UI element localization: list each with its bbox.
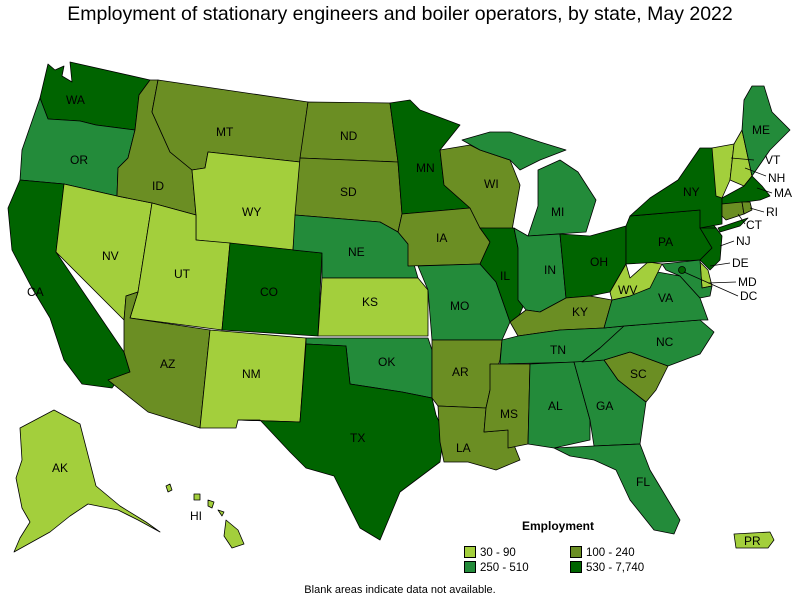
legend-label: 30 - 90 (480, 547, 516, 559)
state-RI (741, 201, 753, 215)
state-label-ME: ME (752, 123, 770, 137)
state-label-LA: LA (456, 441, 471, 455)
state-label-WV: WV (618, 283, 637, 297)
state-label-AZ: AZ (160, 357, 175, 371)
state-label-TX: TX (350, 431, 365, 445)
state-CA (7, 179, 131, 389)
legend-title: Employment (522, 519, 595, 533)
state-label-OH: OH (590, 255, 608, 269)
state-label-TN: TN (550, 343, 566, 357)
state-WY (191, 151, 301, 251)
legend-swatch (570, 561, 582, 573)
state-label-IN: IN (544, 263, 556, 277)
state-label-MA: MA (774, 186, 792, 200)
state-label-CT: CT (746, 218, 763, 232)
state-DC (678, 266, 686, 274)
state-label-GA: GA (596, 399, 613, 413)
state-label-MI: MI (551, 205, 564, 219)
legend-swatch (464, 561, 476, 573)
state-label-DE: DE (732, 256, 749, 270)
legend-item-0: 30 - 90 (464, 546, 516, 560)
state-label-PA: PA (658, 235, 673, 249)
state-label-DC: DC (740, 289, 758, 303)
state-labels: WA OR CA NV ID MT WY UT AZ CO NM ND SD NE KS OK TX MN IA MO… (27, 93, 792, 548)
state-CT (721, 201, 745, 221)
state-label-SC: SC (630, 367, 647, 381)
state-label-IL: IL (500, 269, 510, 283)
state-label-IA: IA (436, 231, 447, 245)
state-label-VT: VT (765, 153, 781, 167)
state-label-MN: MN (416, 161, 435, 175)
state-NC (581, 319, 715, 367)
state-ME (741, 85, 791, 177)
state-label-OR: OR (70, 153, 88, 167)
state-label-NC: NC (656, 335, 674, 349)
state-label-KY: KY (572, 305, 588, 319)
state-label-NV: NV (102, 249, 119, 263)
state-PR (733, 531, 775, 549)
state-label-VA: VA (658, 291, 673, 305)
state-label-WY: WY (242, 205, 261, 219)
legend-label: 250 - 510 (480, 562, 529, 574)
state-AK (13, 409, 161, 553)
leader-lines (683, 157, 773, 297)
legend-label: 530 - 7,740 (586, 562, 645, 574)
state-label-KS: KS (362, 295, 378, 309)
state-label-HI: HI (190, 509, 202, 523)
legend-item-1: 100 - 240 (570, 546, 635, 560)
state-MD (661, 259, 713, 299)
state-label-MO: MO (450, 299, 469, 313)
state-label-SD: SD (340, 185, 357, 199)
state-label-NY: NY (683, 185, 700, 199)
state-label-AR: AR (452, 365, 469, 379)
legend-item-2: 250 - 510 (464, 561, 529, 575)
state-FL (553, 443, 681, 535)
state-label-MS: MS (500, 407, 518, 421)
legend-item-3: 530 - 7,740 (570, 561, 644, 575)
state-label-MT: MT (216, 125, 234, 139)
legend-swatch (464, 546, 476, 558)
state-KS (317, 277, 429, 337)
footnote: Blank areas indicate data not available. (304, 584, 496, 596)
state-label-AK: AK (52, 461, 68, 475)
state-label-WA: WA (66, 93, 85, 107)
state-label-NM: NM (242, 367, 261, 381)
state-MI (461, 131, 597, 237)
legend-swatch (570, 546, 582, 558)
state-label-AL: AL (548, 399, 563, 413)
state-label-NJ: NJ (736, 234, 751, 248)
map-title: Employment of stationary engineers and b… (67, 3, 733, 25)
state-label-CO: CO (260, 285, 278, 299)
state-label-ID: ID (152, 179, 164, 193)
legend-label: 100 - 240 (586, 547, 635, 559)
state-label-CA: CA (27, 285, 44, 299)
state-label-NH: NH (768, 171, 785, 185)
state-label-ND: ND (340, 129, 358, 143)
state-HI (165, 483, 245, 549)
state-label-NE: NE (348, 245, 365, 259)
state-AZ (107, 291, 211, 429)
state-label-PR: PR (744, 534, 761, 548)
state-IN (513, 227, 567, 313)
state-label-MD: MD (738, 275, 757, 289)
state-label-OK: OK (378, 355, 395, 369)
state-VT (711, 143, 735, 199)
state-label-RI: RI (766, 205, 778, 219)
state-TX (237, 343, 445, 541)
state-label-WI: WI (484, 177, 499, 191)
state-label-FL: FL (636, 475, 650, 489)
state-label-UT: UT (174, 267, 191, 281)
